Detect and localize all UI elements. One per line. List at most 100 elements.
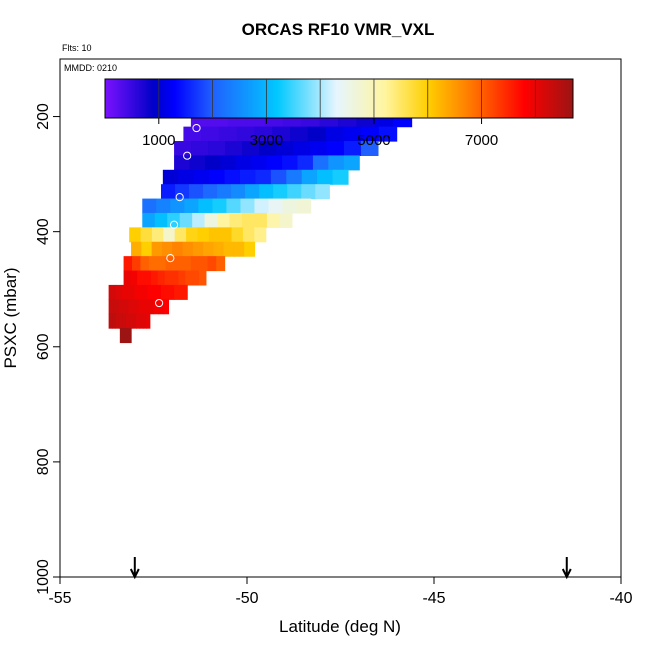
heat-cell-9-8 <box>220 227 233 243</box>
marker-20 <box>140 438 149 447</box>
heat-cell-13-9 <box>167 284 175 300</box>
heat-cell-4-9 <box>312 155 329 171</box>
heat-cell-9-1 <box>140 227 153 243</box>
heat-cell-12-2 <box>137 270 145 286</box>
heat-cell-9-5 <box>186 227 199 243</box>
heat-cell-5-2 <box>193 169 210 185</box>
heat-cell-11-10 <box>207 256 217 272</box>
heat-cell-3-8 <box>309 141 328 157</box>
heat-cell-3-5 <box>259 141 277 157</box>
colorbar-tick-label-2: 5000 <box>357 132 390 149</box>
heat-cell-8-5 <box>204 212 218 228</box>
heat-cell-16-10 <box>129 328 131 344</box>
marker-16 <box>155 298 164 308</box>
heat-cell-13-10 <box>174 284 182 300</box>
heat-cell-8-8 <box>242 212 256 228</box>
x-tick-label-1: -50 <box>235 590 258 607</box>
heat-cell-9-9 <box>231 227 244 243</box>
heat-cell-3-6 <box>275 141 294 157</box>
heat-cell-13-8 <box>160 284 169 300</box>
heat-cell-9-2 <box>151 227 164 243</box>
heat-cell-9-10 <box>242 227 255 243</box>
heat-cell-12-11 <box>199 270 207 286</box>
heat-cell-11-0 <box>123 256 133 272</box>
heat-cell-10-0 <box>131 241 142 257</box>
heat-cell-3-3 <box>225 141 243 157</box>
heat-cell-9-4 <box>174 227 187 243</box>
heat-cell-12-10 <box>192 270 200 286</box>
heat-cell-7-0 <box>142 198 157 214</box>
heat-cell-6-2 <box>189 184 204 200</box>
heat-cell-5-9 <box>301 169 318 185</box>
heat-cell-9-7 <box>208 227 221 243</box>
heat-cell-14-7 <box>143 299 150 315</box>
heat-cell-10-1 <box>141 241 153 257</box>
heat-cell-15-9 <box>139 313 144 329</box>
heat-cell-10-11 <box>244 241 256 257</box>
heat-cell-3-7 <box>292 141 311 157</box>
heat-cell-13-7 <box>154 284 162 300</box>
heat-cell-6-9 <box>287 184 302 200</box>
heat-cell-6-7 <box>259 184 274 200</box>
colorbar-tick-label-3: 7000 <box>465 132 498 149</box>
colorbar-tick-label-1: 3000 <box>250 132 283 149</box>
heat-cell-5-8 <box>286 169 303 185</box>
heat-cell-13-1 <box>115 284 123 300</box>
heat-cell-10-5 <box>182 241 194 257</box>
y-tick-label-3: 800 <box>35 448 52 475</box>
heat-cell-5-3 <box>209 169 226 185</box>
heat-cell-8-9 <box>254 212 268 228</box>
heat-cell-10-9 <box>223 241 235 257</box>
heat-cell-5-6 <box>255 169 272 185</box>
heat-cell-7-6 <box>226 198 242 214</box>
heat-cell-7-5 <box>212 198 228 214</box>
heat-cell-14-6 <box>138 299 145 315</box>
heat-cell-6-8 <box>273 184 288 200</box>
heat-cell-10-7 <box>203 241 214 257</box>
heat-cell-15-4 <box>122 313 127 329</box>
heat-cell-5-11 <box>332 169 349 185</box>
heat-cell-10-10 <box>233 241 245 257</box>
heat-cell-11-5 <box>165 256 175 272</box>
heat-cell-14-8 <box>148 299 155 315</box>
y-tick-label-1: 400 <box>35 218 52 245</box>
heat-cell-12-8 <box>178 270 186 286</box>
heat-cell-14-10 <box>158 299 165 315</box>
heat-cell-8-11 <box>279 212 293 228</box>
x-axis: -55 -50 -45 -40 <box>48 577 633 607</box>
heat-cell-7-7 <box>240 198 256 214</box>
heat-cell-16-1 <box>120 328 123 344</box>
heat-cell-8-6 <box>217 212 231 228</box>
heat-cell-13-6 <box>147 284 156 300</box>
heat-cell-16-8 <box>127 328 129 344</box>
y-axis-label: PSXC (mbar) <box>1 267 20 368</box>
heat-cell-12-0 <box>123 270 132 286</box>
heat-cell-3-11 <box>360 141 379 157</box>
heat-cell-4-1 <box>189 155 206 171</box>
heat-cell-6-4 <box>217 184 232 200</box>
heat-cell-16-9 <box>128 328 130 344</box>
heat-cell-2-11 <box>378 126 398 142</box>
heat-cell-11-1 <box>132 256 142 272</box>
x-tick-label-2: -45 <box>422 590 445 607</box>
heat-cell-14-1 <box>113 299 120 315</box>
heat-cell-6-11 <box>315 184 330 200</box>
y-tick-label-4: 1000 <box>35 559 52 595</box>
heat-cell-7-1 <box>156 198 171 214</box>
heat-cell-8-0 <box>142 212 156 228</box>
marker-12 <box>183 151 192 160</box>
heat-cell-2-8 <box>325 126 344 142</box>
marker-13 <box>175 193 184 202</box>
arrow-0 <box>129 557 140 580</box>
heat-cell-15-6 <box>129 313 134 329</box>
heat-cell-4-4 <box>235 155 252 171</box>
heat-cell-3-10 <box>343 141 362 157</box>
heat-cell-4-0 <box>174 155 191 171</box>
heat-cell-7-3 <box>184 198 199 214</box>
heat-cell-16-11 <box>130 328 132 344</box>
heat-cell-11-4 <box>157 256 167 272</box>
heat-cell-2-7 <box>307 126 327 142</box>
chart-title: ORCAS RF10 VMR_VXL <box>242 20 435 39</box>
heat-cell-13-2 <box>121 284 129 300</box>
